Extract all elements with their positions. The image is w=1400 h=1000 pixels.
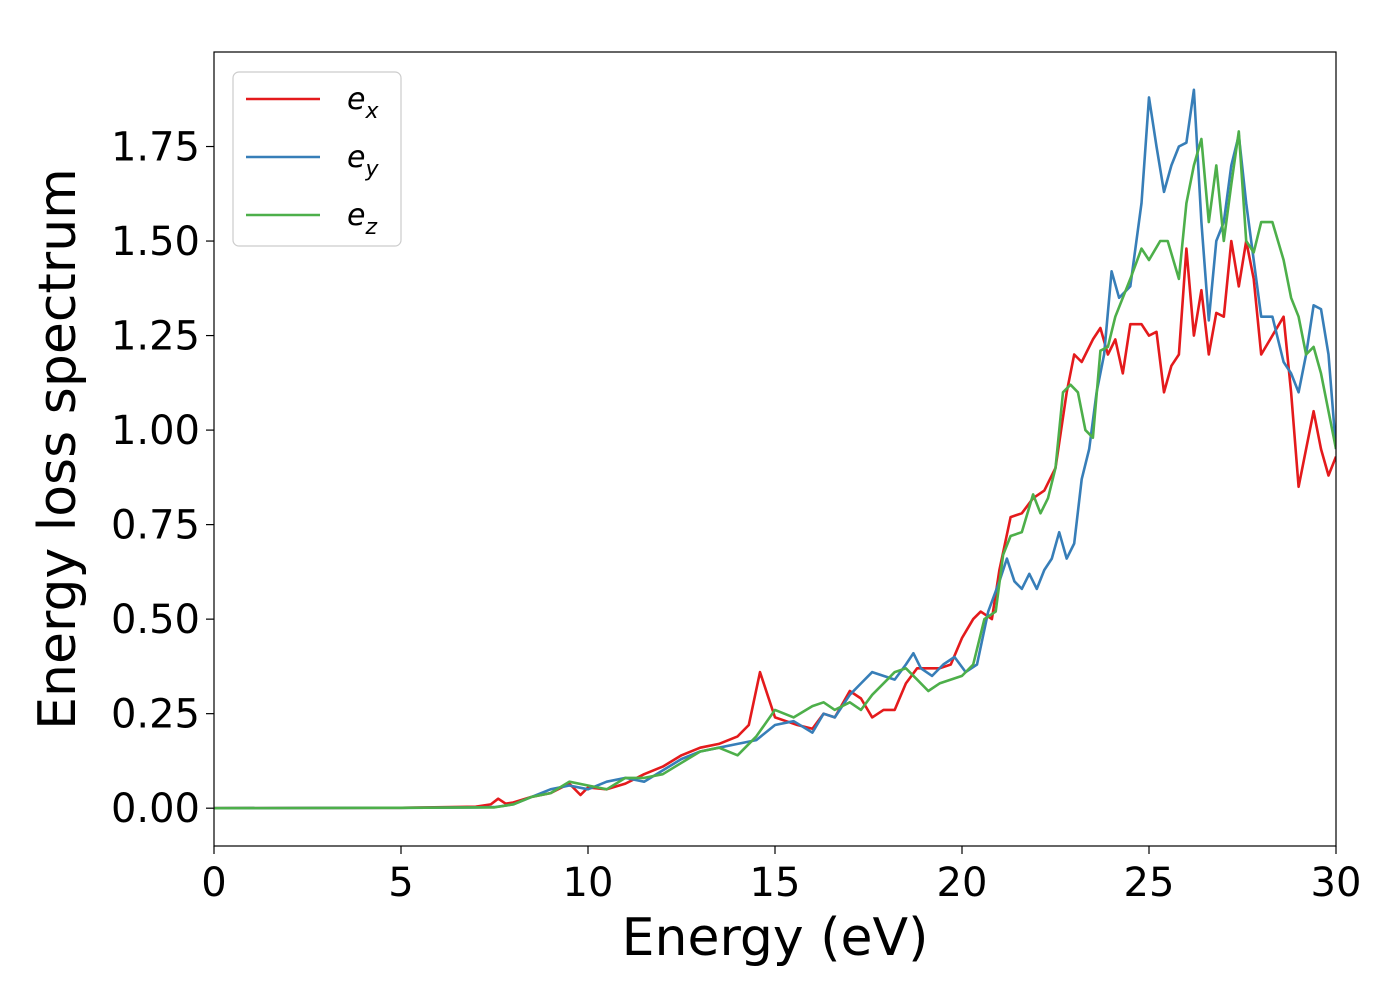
x-tick-label: 30	[1311, 860, 1362, 906]
y-axis: 0.00 0.25 0.50 0.75 1.00 1.25 1.50 1.75	[111, 125, 214, 832]
x-tick-label: 10	[563, 860, 614, 906]
y-tick-label: 1.00	[111, 408, 200, 454]
y-tick-label: 1.50	[111, 219, 200, 265]
y-tick-label: 0.00	[111, 786, 200, 832]
y-tick-label: 0.25	[111, 692, 200, 738]
y-tick-label: 1.75	[111, 125, 200, 171]
legend-box	[232, 71, 402, 247]
y-tick-label: 0.50	[111, 597, 200, 643]
x-tick-label: 15	[750, 860, 801, 906]
y-tick-label: 0.75	[111, 503, 200, 549]
y-axis-label: Energy loss spectrum	[28, 168, 88, 730]
y-tick-label: 1.25	[111, 314, 200, 360]
x-axis: 0 5 10 15 20 25 30	[201, 846, 1361, 906]
x-tick-label: 5	[388, 860, 413, 906]
series-line-ey	[214, 88, 1336, 810]
x-tick-label: 20	[937, 860, 988, 906]
x-tick-label: 0	[201, 860, 226, 906]
series-line-ez	[214, 130, 1336, 810]
series-layer	[214, 88, 1336, 810]
x-tick-label: 25	[1124, 860, 1175, 906]
x-axis-label: Energy (eV)	[622, 908, 929, 968]
